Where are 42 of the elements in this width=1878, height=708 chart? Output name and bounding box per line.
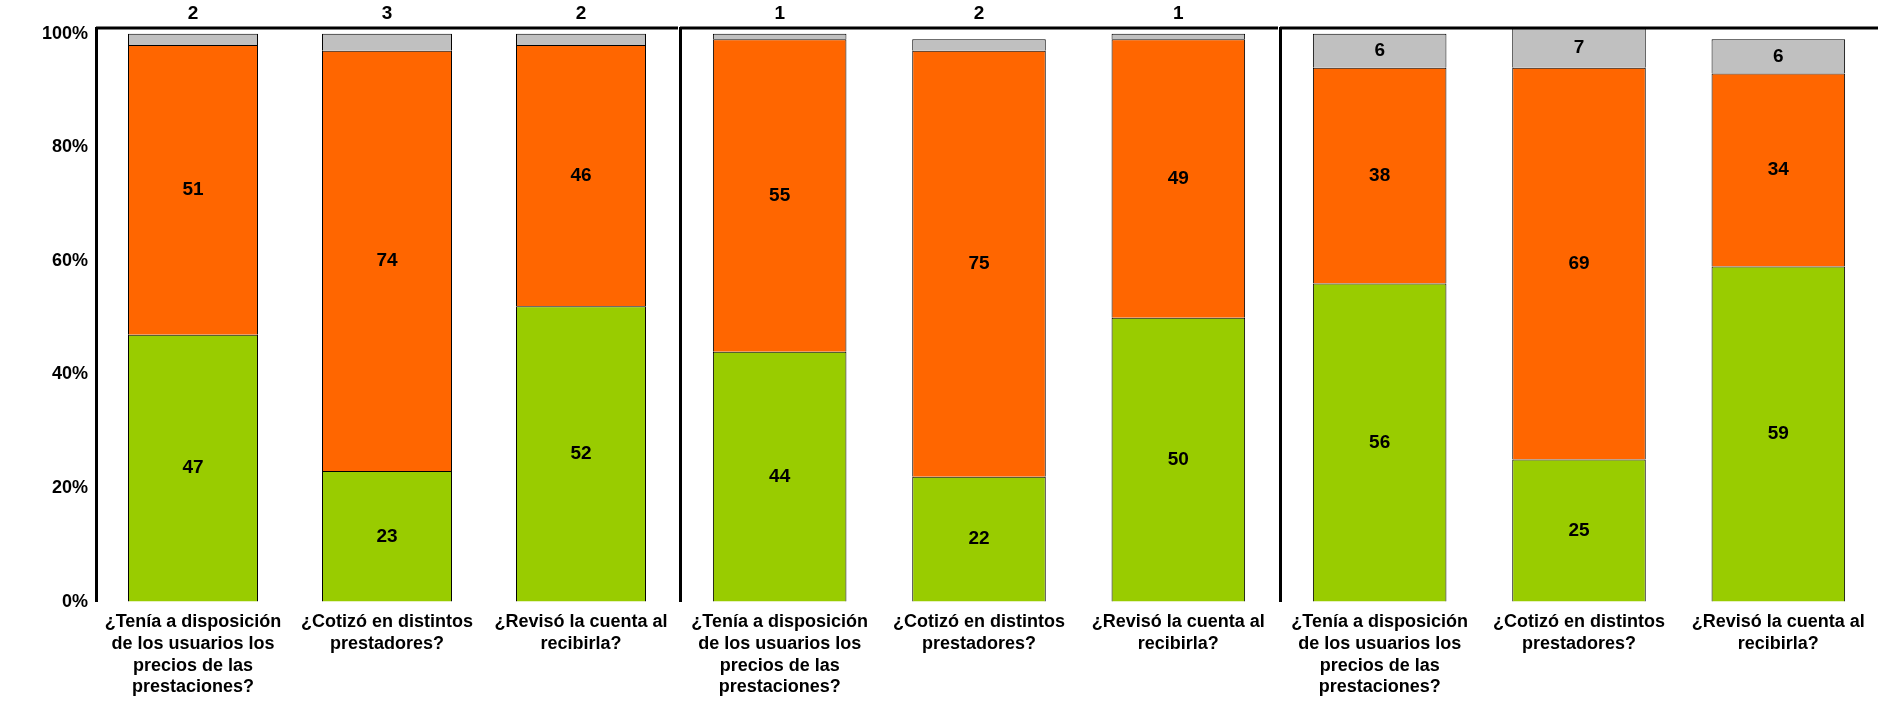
data-label: 7 [1573,36,1585,58]
data-label: 2 [575,2,587,24]
y-tick-label: 100% [41,22,88,43]
data-label: 23 [376,524,398,546]
data-label: 47 [182,456,204,478]
x-tick-label: ¿Tenía a disposición de los usuarios los precios de las prestaciones? [104,611,282,697]
data-label: 1 [1173,2,1185,24]
x-tick-label: ¿Cotizó en distintos prestadores? [1493,611,1665,653]
x-tick-label: ¿Revisó la cuenta al recibirla? [494,611,668,653]
x-tick-label: ¿Cotizó en distintos prestadores? [893,611,1065,653]
y-tick-label: 20% [51,476,88,497]
x-tick-label: ¿Revisó la cuenta al recibirla? [1691,611,1865,653]
x-tick-label: ¿Tenía a disposición de los usuarios los precios de las prestaciones? [691,611,869,697]
data-label: 3 [381,2,393,24]
y-tick-label: 0% [61,590,88,611]
data-label: 6 [1374,38,1385,60]
data-label: 69 [1568,251,1590,273]
data-label: 6 [1773,44,1784,66]
data-label: 34 [1767,158,1790,180]
data-label: 22 [968,527,990,549]
x-tick-label: ¿Cotizó en distintos prestadores? [301,611,473,653]
data-label: 25 [1568,518,1590,540]
data-label: 49 [1167,166,1189,188]
x-tick-label: ¿Tenía a disposición de los usuarios los precios de las prestaciones? [1291,611,1469,697]
data-label: 1 [774,2,786,24]
x-tick-label: ¿Revisó la cuenta al recibirla? [1091,611,1265,653]
y-tick-label: 40% [51,363,88,384]
data-label: 2 [187,2,199,24]
data-label: 75 [968,251,990,273]
data-label: 52 [570,442,592,464]
y-tick-label: 80% [51,136,88,157]
data-label: 46 [570,163,592,185]
data-label: 59 [1767,422,1789,444]
data-label: 55 [769,183,791,205]
data-label: 38 [1369,163,1391,185]
data-label: 50 [1167,447,1189,469]
data-label: 2 [973,2,985,24]
data-label: 56 [1369,430,1391,452]
data-label: 74 [376,249,398,271]
data-label: 51 [182,178,204,200]
data-label: 44 [769,464,791,486]
y-tick-label: 60% [51,249,88,270]
